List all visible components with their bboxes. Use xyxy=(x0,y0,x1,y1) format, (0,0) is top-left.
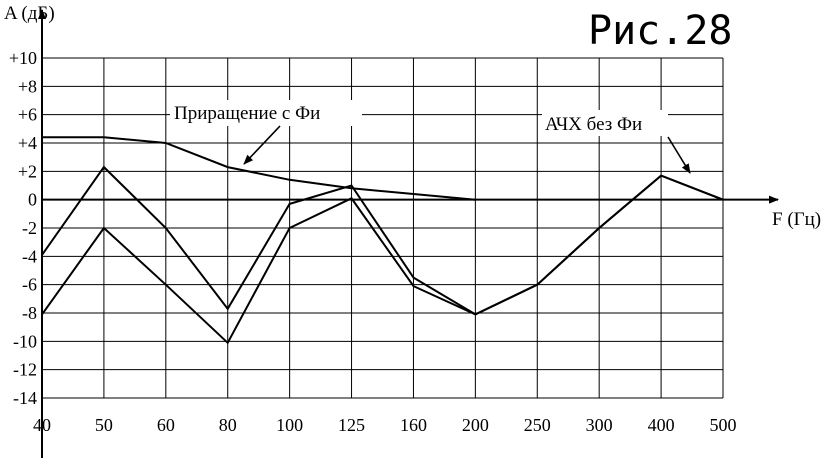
y-tick-label: -4 xyxy=(22,246,37,266)
y-tick-label: -8 xyxy=(22,303,37,323)
annotation-background-fi xyxy=(170,100,362,126)
annotation-response-without-fi: АЧХ без Фи xyxy=(545,114,642,135)
x-tick-label: 50 xyxy=(95,415,113,435)
annotation-arrow-response xyxy=(667,136,691,174)
x-tick-label: 125 xyxy=(338,415,365,435)
y-tick-label: -10 xyxy=(13,331,37,351)
y-tick-label: +4 xyxy=(18,133,37,153)
y-tick-label: +6 xyxy=(18,105,37,125)
y-tick-label: +10 xyxy=(9,48,37,68)
y-tick-label: -2 xyxy=(22,218,37,238)
y-tick-label: -6 xyxy=(22,275,37,295)
y-tick-label: +8 xyxy=(18,76,37,96)
y-axis-label: A (дБ) xyxy=(4,3,55,24)
x-tick-label: 40 xyxy=(33,415,51,435)
x-tick-label: 80 xyxy=(219,415,237,435)
y-tick-label: +2 xyxy=(18,161,37,181)
x-tick-label: 60 xyxy=(157,415,175,435)
x-tick-label: 500 xyxy=(710,415,737,435)
x-tick-label: 400 xyxy=(648,415,675,435)
series-line-3 xyxy=(41,174,724,345)
x-tick-label: 160 xyxy=(400,415,427,435)
figure-label: Рис.28 xyxy=(588,8,733,54)
x-tick-label: 300 xyxy=(586,415,613,435)
y-tick-label: -14 xyxy=(13,388,37,408)
x-axis-label: F (Гц) xyxy=(772,209,821,230)
x-tick-label: 250 xyxy=(524,415,551,435)
axes xyxy=(38,9,779,458)
series-lines xyxy=(41,136,724,345)
grid xyxy=(41,57,724,399)
annotation-background-response xyxy=(542,110,668,136)
x-tick-label: 200 xyxy=(462,415,489,435)
annotation-arrow-fi xyxy=(243,125,281,165)
annotation-gain-with-fi: Приращение с Фи xyxy=(174,103,320,124)
tick-labels: +10 +8 +6 +4 +2 0 -2 -4 -6 -8 -10 -12 -14 40 50 60 80 100… xyxy=(9,48,737,435)
series-line-1 xyxy=(42,136,476,201)
y-tick-label: 0 xyxy=(28,190,37,210)
x-tick-label: 100 xyxy=(276,415,303,435)
y-tick-label: -12 xyxy=(13,360,37,380)
